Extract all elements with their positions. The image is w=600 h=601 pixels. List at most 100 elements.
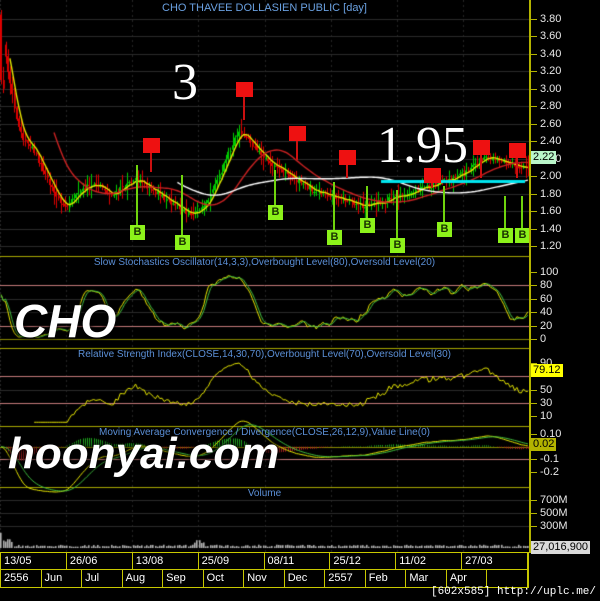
axis-tick — [531, 53, 537, 55]
axis-tick-label: 2.00 — [540, 170, 562, 183]
axis-tick-label: 1.60 — [540, 205, 562, 218]
buy-signal-marker[interactable]: B — [390, 238, 405, 253]
buy-signal-marker[interactable]: B — [130, 225, 145, 240]
month-axis-label: Dec — [285, 570, 326, 587]
volume-title: Volume — [247, 488, 282, 499]
buy-signal-stem — [333, 182, 335, 230]
price-value-badge: 2.22 — [531, 151, 557, 164]
watermark-site: hoonyai.com — [8, 429, 280, 478]
date-axis-label: 13/08 — [133, 553, 199, 569]
month-axis-label — [487, 570, 528, 587]
buy-signal-stem — [504, 196, 506, 228]
sell-signal-stem — [480, 155, 482, 178]
axis-tick-label: 3.00 — [540, 82, 562, 95]
axis-tick-label: 3.60 — [540, 30, 562, 43]
month-axis-label: Feb — [366, 570, 407, 587]
macd-title: Moving Average Convergence / Divergence(… — [99, 427, 430, 438]
axis-tick — [531, 402, 537, 404]
axis-tick-label: -0.1 — [540, 453, 559, 466]
sell-signal-marker[interactable] — [143, 138, 160, 153]
price-axis: 3.803.603.403.203.002.802.602.402.202.00… — [529, 0, 600, 554]
axis-tick-label: 3.20 — [540, 65, 562, 78]
chart-plot-area[interactable]: CHO THAVEE DOLLASIEN PUBLIC [day] Slow S… — [0, 0, 530, 553]
axis-tick — [531, 415, 537, 417]
axis-tick-label: 0 — [540, 333, 547, 345]
buy-signal-stem — [366, 186, 368, 218]
buy-signal-stem — [274, 170, 276, 205]
axis-tick — [531, 36, 537, 38]
date-axis[interactable]: 13/05 26/06 13/08 25/09 08/11 25/12 11/02 27/03 — [0, 552, 529, 570]
axis-tick — [531, 325, 537, 327]
axis-tick-label: 0.10 — [540, 427, 562, 440]
axis-tick — [531, 363, 537, 365]
rsi-value-badge: 79.12 — [531, 364, 563, 378]
month-axis-label: Aug — [123, 570, 164, 587]
axis-tick-label: -0.2 — [540, 466, 559, 479]
axis-tick — [531, 88, 537, 90]
date-axis-label: 08/11 — [265, 553, 331, 569]
page-title: CHO THAVEE DOLLASIEN PUBLIC [day] — [162, 2, 367, 14]
sell-signal-marker[interactable] — [236, 82, 253, 97]
month-axis-label: Oct — [204, 570, 245, 587]
axis-tick — [531, 339, 537, 340]
macd-value-badge: 0.02 — [531, 438, 557, 452]
axis-tick — [531, 298, 537, 300]
sell-signal-marker[interactable] — [424, 168, 441, 183]
month-axis-label: Mar — [406, 570, 447, 587]
annotation-3: 3 — [172, 54, 198, 111]
date-axis-label: 13/05 — [1, 553, 67, 569]
buy-signal-marker[interactable]: B — [498, 228, 513, 243]
axis-tick — [531, 246, 537, 248]
date-axis-label: 26/06 — [67, 553, 133, 569]
axis-tick — [531, 459, 537, 461]
axis-tick-label: 100 — [540, 266, 559, 278]
month-axis-label: Nov — [244, 570, 285, 587]
axis-tick-label: 3.80 — [540, 12, 562, 25]
buy-signal-marker[interactable]: B — [268, 205, 283, 220]
sell-signal-marker[interactable] — [339, 150, 356, 165]
axis-tick-label: 1.80 — [540, 187, 562, 200]
axis-tick — [531, 312, 537, 314]
annotation-195: 1.95 — [377, 117, 468, 174]
buy-signal-stem — [136, 165, 138, 225]
month-axis-label: Apr — [447, 570, 488, 587]
buy-signal-stem — [396, 190, 398, 238]
buy-signal-marker[interactable]: B — [327, 230, 342, 245]
sell-signal-stem — [243, 97, 245, 120]
axis-tick — [531, 526, 537, 528]
sell-signal-stem — [516, 158, 518, 178]
axis-tick-label: 2.40 — [540, 135, 562, 148]
date-axis-label: 25/12 — [330, 553, 397, 569]
axis-tick — [531, 106, 537, 108]
sell-signal-marker[interactable] — [473, 140, 490, 155]
axis-spine — [529, 0, 531, 553]
volume-value-badge: 27,016,900 — [531, 541, 591, 554]
axis-tick — [531, 272, 537, 273]
chart-canvas[interactable] — [0, 0, 529, 553]
month-axis[interactable]: 2556 Jun Jul Aug Sep Oct Nov Dec 2557 Feb Mar Apr — [0, 570, 529, 588]
date-axis-label: 11/02 — [396, 553, 463, 569]
axis-tick-label: 2.80 — [540, 100, 562, 113]
sell-signal-marker[interactable] — [509, 143, 526, 158]
date-axis-label: 27/03 — [462, 553, 528, 569]
axis-tick — [531, 211, 537, 213]
axis-tick-label: 90 — [540, 357, 553, 370]
axis-tick — [531, 433, 537, 435]
month-axis-label: 2557 — [325, 570, 366, 587]
buy-signal-marker[interactable]: B — [175, 235, 190, 250]
buy-signal-marker[interactable]: B — [515, 228, 530, 243]
rsi-title: Relative Strength Index(CLOSE,14,30,70),… — [78, 349, 451, 360]
axis-tick-label: 10 — [540, 409, 553, 422]
buy-signal-marker[interactable]: B — [437, 222, 452, 237]
axis-tick — [531, 176, 537, 178]
sell-signal-marker[interactable] — [289, 126, 306, 141]
month-axis-label: Sep — [163, 570, 204, 587]
watermark-symbol: CHO — [14, 295, 117, 347]
axis-tick — [531, 389, 537, 391]
sell-signal-stem — [346, 165, 348, 178]
buy-signal-marker[interactable]: B — [360, 218, 375, 233]
axis-tick-label: 500M — [540, 506, 568, 519]
axis-tick-label: 40 — [540, 306, 553, 319]
axis-tick-label: 2.60 — [540, 117, 562, 130]
